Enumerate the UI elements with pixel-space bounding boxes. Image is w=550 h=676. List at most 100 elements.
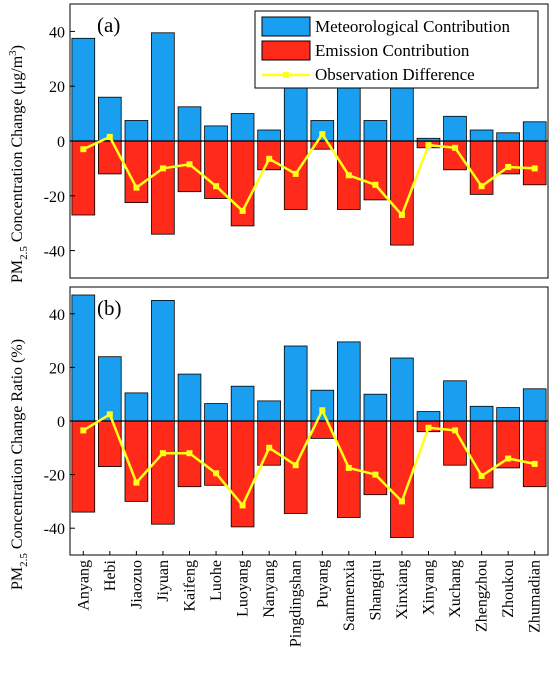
bar-meteorological [204,403,228,422]
point-observation [159,165,166,172]
bar-emission [98,140,122,175]
bar-meteorological [151,32,175,142]
point-observation [239,502,246,509]
x-tick-label: Nanyang [261,560,278,618]
point-observation [505,455,512,462]
point-observation [398,212,405,218]
x-tick-label: Xinyang [421,560,438,615]
bar-emission [71,420,96,513]
point-observation [478,183,485,190]
point-observation [372,181,379,188]
bar-meteorological [151,299,175,422]
legend-marker-observation [283,72,289,78]
bar-emission [204,140,228,199]
bar-meteorological [230,113,255,142]
bar-emission [98,420,122,467]
bar-meteorological [177,106,202,142]
legend-label-emission: Emission Contribution [315,41,470,60]
point-observation [133,479,140,486]
panel-a: -40 -20 0 20 40 (a) [44,3,549,279]
point-observation [106,411,113,418]
point-observation [266,444,273,451]
bar-emission [363,140,388,201]
ylabel-bottom: PM2.5 Concentration Change Ratio (%) [9,339,30,590]
bar-emission [257,420,281,466]
x-tick-label: Luohe [208,560,225,601]
y-tick-label: 40 [49,307,65,324]
bar-emission [151,420,175,525]
bar-meteorological [469,129,494,142]
point-observation [425,424,432,431]
bar-emission [522,140,547,186]
x-tick-label: Zhumadian [527,560,544,633]
bar-meteorological [230,385,255,422]
bar-meteorological [522,121,547,142]
panel-label: (b) [97,296,122,320]
bar-meteorological [71,294,96,422]
y-tick-label: 20 [49,79,65,96]
x-tick-labels: Anyang Hebi Jiaozuo Jiyuan Kaifeng Luohe Luoya… [75,551,544,647]
bar-meteorological [363,393,388,422]
bar-meteorological [310,120,335,142]
series-line-observation [82,131,535,218]
panel-label: (a) [97,13,120,37]
bar-meteorological [124,392,149,422]
bar-meteorological [363,120,388,142]
x-tick-label: Sanmenxia [341,560,358,631]
y-tick-label: 40 [49,24,65,41]
point-observation [266,155,273,162]
panels: -40 -20 0 20 40 (a) -40 -20 0 20 40 (b) Anyang Hebi Ji… [44,3,549,647]
point-observation [345,464,352,471]
bar-meteorological [496,407,520,422]
ylabel-top: PM2.5 Concentration Change (μg/m3) [7,45,30,283]
bar-meteorological [204,125,228,142]
y-tick-label: 0 [57,414,65,431]
bar-meteorological [443,380,467,422]
point-observation [531,165,538,172]
point-observation [80,146,87,153]
bar-meteorological [443,115,467,142]
bar-meteorological [283,345,308,422]
point-observation [398,498,405,505]
x-tick-label: Anyang [75,560,92,611]
point-observation [425,142,432,149]
y-tick-label: 0 [57,134,65,151]
point-observation [159,450,166,457]
bar-meteorological [496,132,520,142]
point-observation [478,472,485,479]
y-tick-label: 20 [49,360,65,377]
x-tick-label: Xinxiang [394,560,411,620]
point-observation [292,462,299,469]
legend-label-meteorological: Meteorological Contribution [315,17,510,36]
y-tick-label: -20 [44,468,65,485]
bar-meteorological [336,85,361,142]
bar-emission [522,420,547,488]
point-observation [80,427,87,434]
point-observation [319,131,326,138]
bar-meteorological [390,357,414,422]
x-tick-label: Zhoukou [500,560,517,618]
point-observation [345,172,352,179]
bar-meteorological [469,405,494,422]
x-tick-label: Kaifeng [182,560,199,612]
point-observation [133,184,140,191]
point-observation [372,471,379,478]
x-tick-label: Luoyang [235,560,252,617]
x-tick-label: Zhengzhou [474,560,491,632]
y-tick-label: -40 [44,521,65,538]
bar-meteorological [177,373,202,422]
point-observation [452,427,459,434]
point-observation [292,170,299,177]
y-tick-label: -20 [44,189,65,206]
y-tick-label: -40 [44,244,65,261]
point-observation [213,470,220,477]
series-line-observation [82,407,535,508]
point-observation [186,450,193,457]
legend-swatch-meteorological [261,16,311,37]
panel-b: -40 -20 0 20 40 (b) [44,286,549,556]
legend-label-observation: Observation Difference [315,65,475,84]
bar-meteorological [257,129,281,142]
bar-meteorological [124,120,149,142]
